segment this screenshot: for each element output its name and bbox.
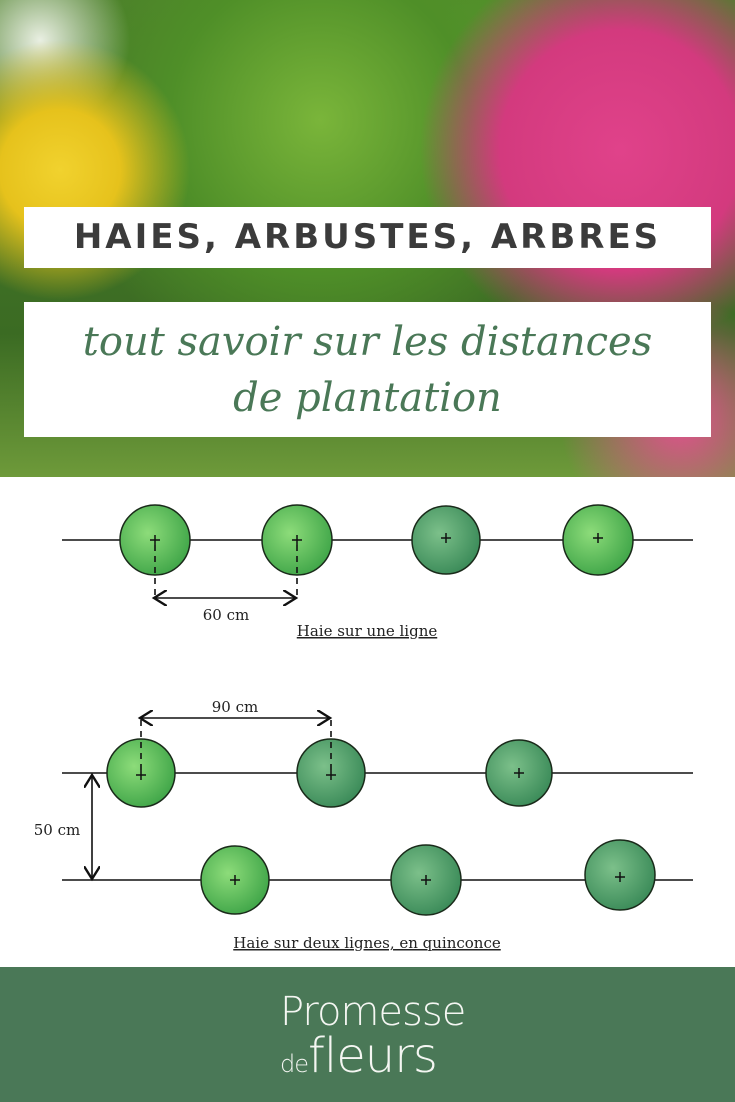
- caption-single-row: Haie sur une ligne: [297, 622, 438, 640]
- spacing-label-90: 90 cm: [212, 698, 258, 716]
- logo-fleurs: fleurs: [308, 1028, 438, 1084]
- planting-distance-diagram: 60 cm Haie sur une ligne 90 cm 50 cm Hai…: [34, 504, 693, 952]
- footer: [0, 967, 735, 1102]
- subtitle-line-1: tout savoir sur les distances: [82, 319, 653, 365]
- logo-line-1: Promesse: [280, 989, 466, 1035]
- title-banner: HAIES, ARBUSTES, ARBRES: [24, 207, 711, 268]
- title: HAIES, ARBUSTES, ARBRES: [73, 217, 662, 257]
- logo-de: de: [280, 1050, 309, 1078]
- dashed-guides: [140, 545, 332, 770]
- row-gap-label-50: 50 cm: [34, 821, 80, 839]
- caption-double-row: Haie sur deux lignes, en quinconce: [233, 934, 501, 952]
- subtitle-line-2: de plantation: [233, 375, 502, 421]
- spacing-label-60: 60 cm: [203, 606, 249, 624]
- promesse-de-fleurs-logo: Promesse defleurs: [280, 989, 466, 1088]
- subtitle-banner: tout savoir sur les distances de plantat…: [24, 302, 711, 437]
- center-marks: [136, 533, 625, 885]
